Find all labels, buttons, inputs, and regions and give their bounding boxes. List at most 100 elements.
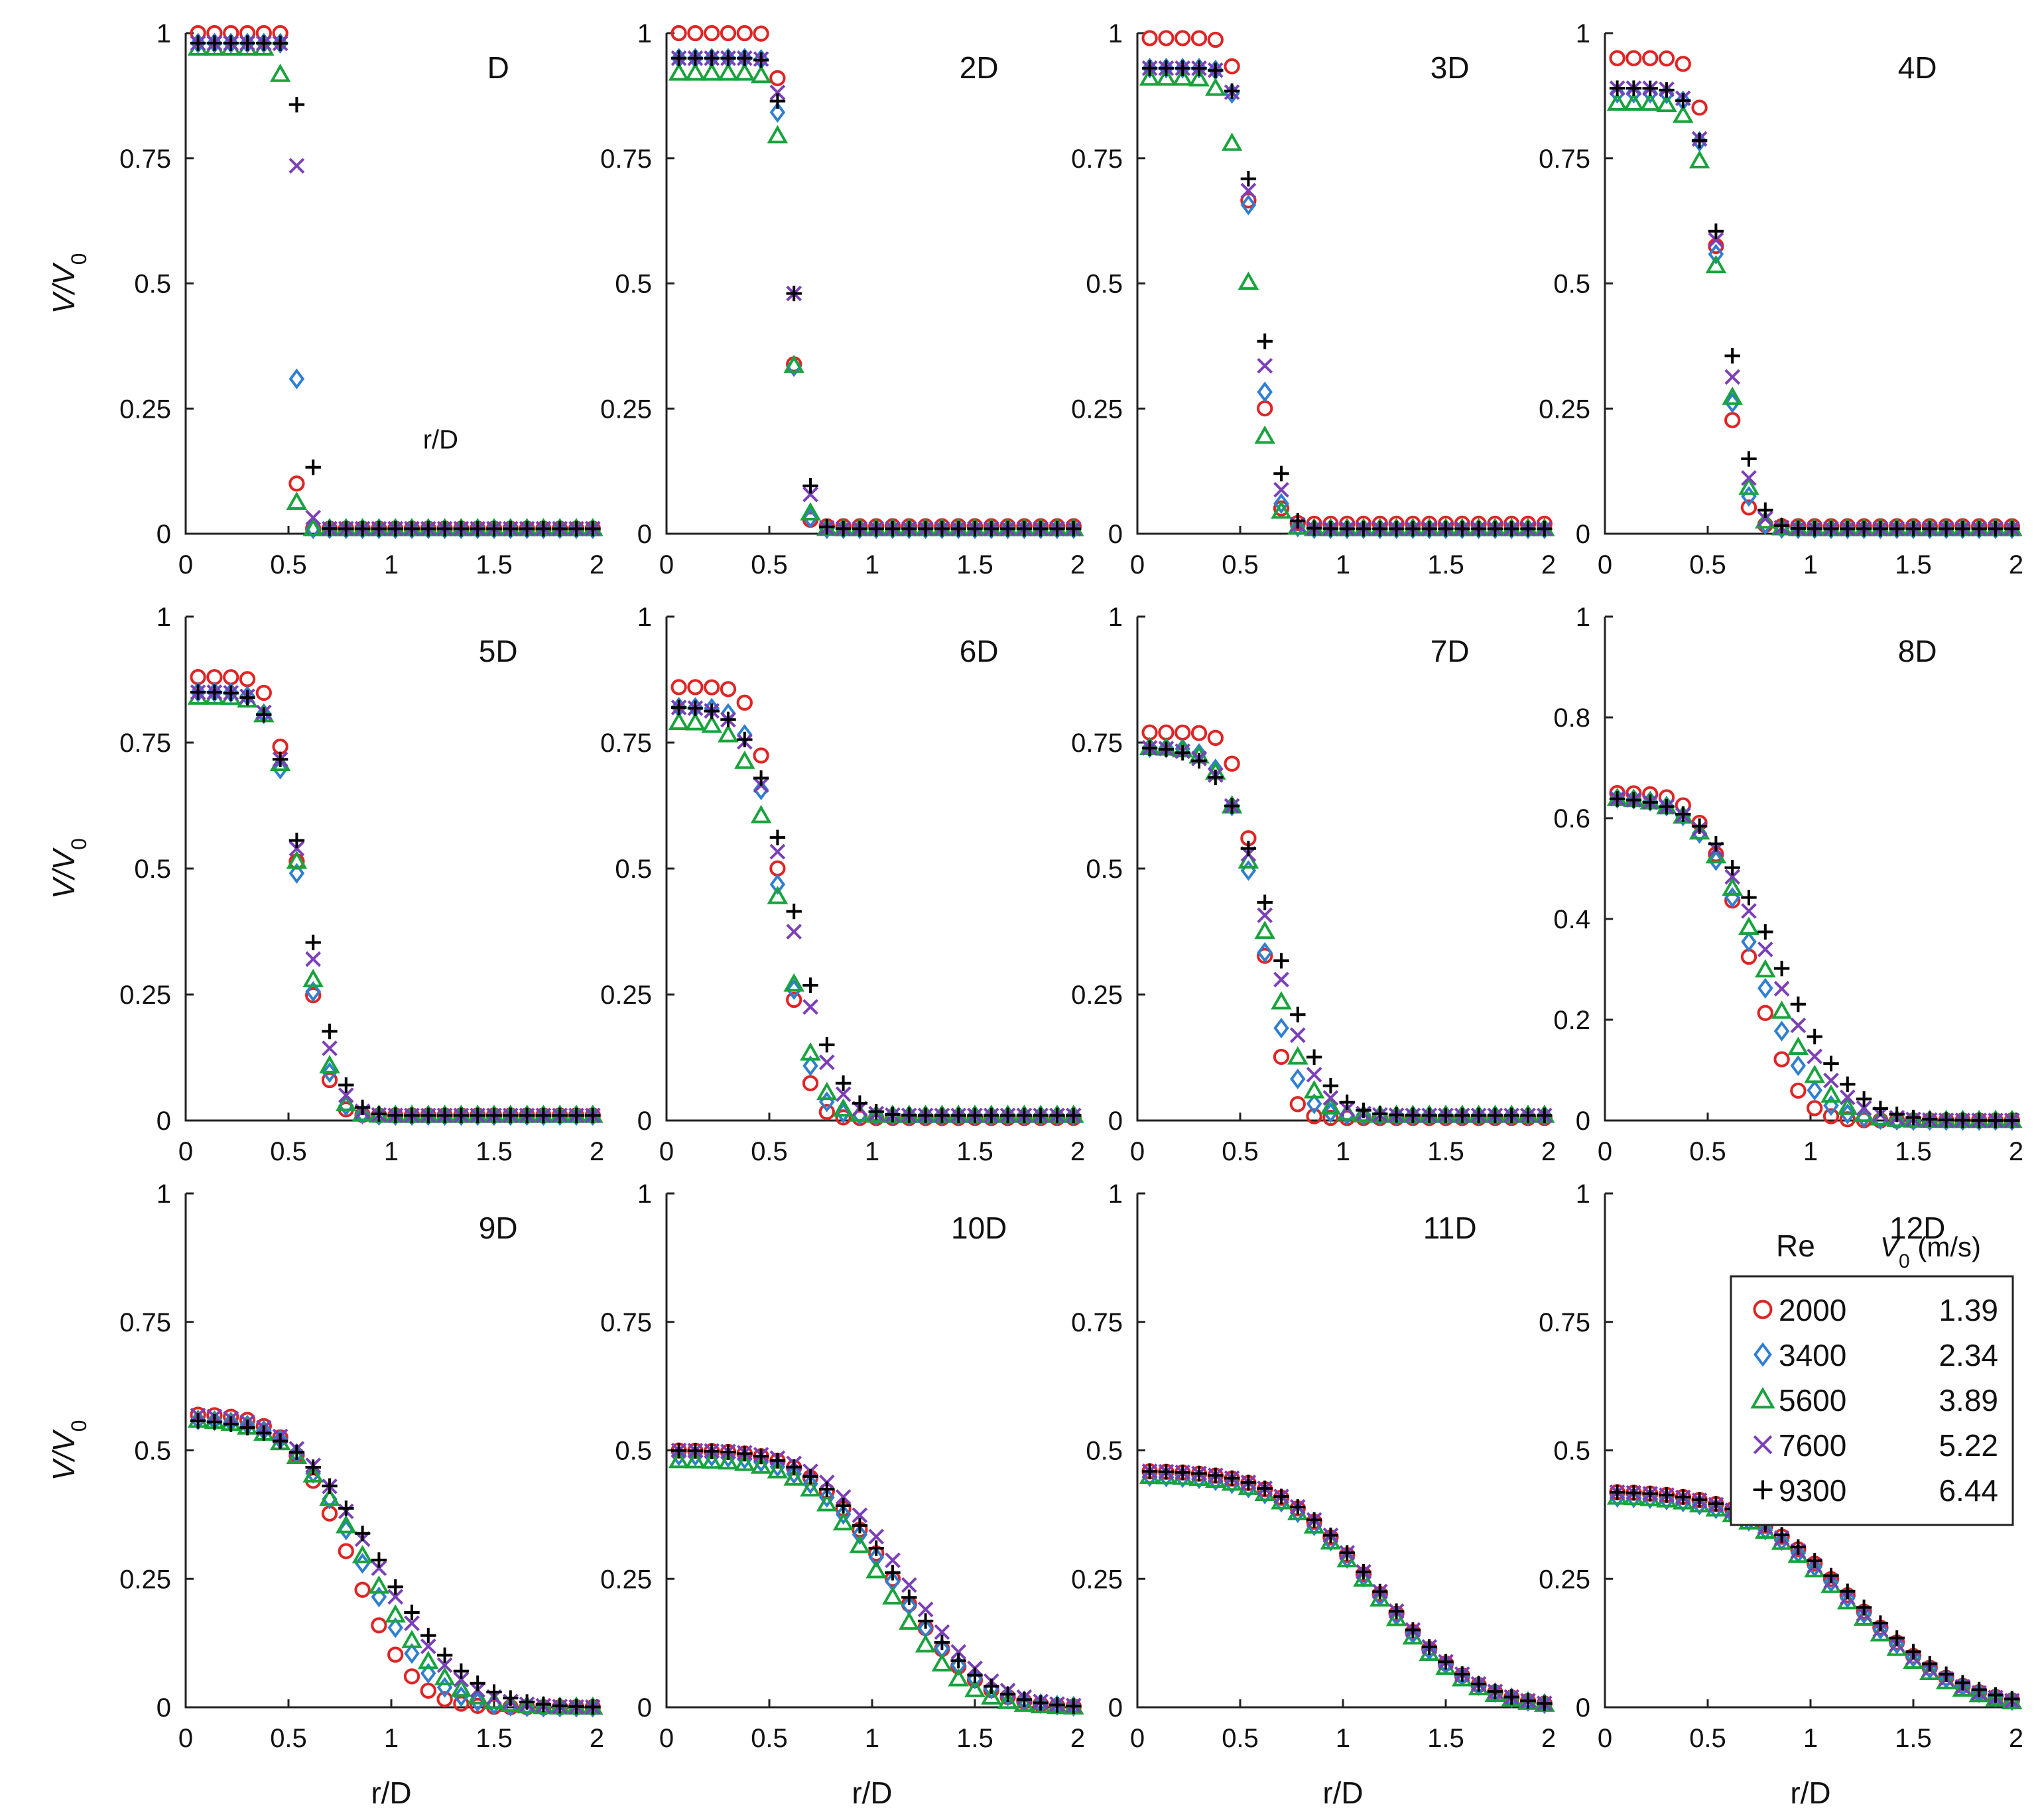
x-tick-label: 1: [1803, 550, 1818, 579]
data-point: [1254, 425, 1275, 444]
data-point: [1158, 60, 1175, 76]
x-tick-label: 0: [1130, 1137, 1145, 1166]
data-point: [1240, 860, 1257, 881]
x-tick-label: 1.5: [1895, 550, 1932, 579]
data-point: [1856, 1599, 1872, 1616]
data-point: [1658, 50, 1675, 67]
data-point: [351, 1545, 373, 1563]
y-tick-label: 1: [637, 603, 652, 632]
data-point: [704, 25, 720, 42]
data-point: [1625, 1485, 1642, 1501]
data-point: [704, 703, 720, 719]
data-point: [718, 62, 739, 81]
series-3400: [190, 1409, 601, 1718]
data-point: [670, 50, 687, 66]
panel-title: 9D: [479, 1211, 518, 1245]
x-tick-label: 1: [865, 1724, 879, 1753]
data-point: [832, 1512, 854, 1531]
data-point: [835, 1498, 852, 1514]
x-tick-label: 1: [384, 1724, 399, 1753]
data-point: [852, 1518, 868, 1534]
y-tick-label: 0.75: [1539, 1308, 1590, 1337]
data-point: [1889, 520, 1905, 537]
data-point: [206, 35, 223, 51]
data-point: [470, 1697, 486, 1714]
data-point: [1673, 104, 1694, 123]
data-point: [769, 1453, 786, 1469]
data-point: [535, 520, 552, 537]
data-point: [720, 681, 737, 698]
data-point: [1625, 50, 1642, 66]
data-point: [852, 1507, 868, 1524]
data-point: [1257, 400, 1273, 417]
series-5600: [187, 37, 604, 536]
data-point: [351, 1103, 373, 1122]
data-point: [1273, 465, 1289, 482]
data-point: [1757, 977, 1773, 999]
data-point: [852, 1095, 868, 1111]
data-point: [371, 1586, 387, 1608]
data-point: [865, 1104, 887, 1123]
data-point: [354, 520, 371, 537]
data-point: [470, 520, 485, 537]
data-point: [1773, 1527, 1790, 1543]
data-point: [288, 841, 305, 857]
data-point: [1659, 798, 1675, 815]
series-7600: [190, 35, 601, 537]
y-tick-label: 0.75: [119, 729, 171, 758]
data-point: [322, 1040, 338, 1056]
data-point: [354, 1526, 371, 1542]
data-point: [1405, 520, 1421, 537]
data-point: [1623, 92, 1645, 111]
y-tick-label: 0.5: [1086, 1437, 1123, 1466]
data-point: [1609, 50, 1625, 66]
data-point: [1369, 1588, 1391, 1607]
data-point: [453, 1685, 470, 1707]
data-point: [948, 1668, 969, 1687]
data-point: [816, 1081, 838, 1101]
data-point: [239, 1420, 255, 1435]
x-tick-label: 0: [659, 1137, 674, 1166]
data-point: [1336, 1549, 1358, 1567]
data-point: [718, 1451, 739, 1470]
data-point: [1675, 806, 1691, 822]
data-point: [1306, 1108, 1322, 1124]
series-5600: [187, 1409, 604, 1715]
data-point: [1290, 1006, 1306, 1022]
data-point: [470, 1691, 485, 1713]
legend-v0-value: 3.89: [1939, 1383, 1998, 1418]
data-point: [1724, 347, 1740, 364]
data-point: [734, 62, 755, 81]
data-point: [288, 832, 305, 849]
series-9300: [190, 684, 601, 1124]
data-point: [1773, 1051, 1790, 1067]
data-point: [736, 694, 753, 711]
data-point: [420, 520, 436, 537]
legend-entry: 9300 6.44: [1753, 1473, 1998, 1508]
data-point: [1190, 30, 1208, 46]
x-tick-label: 1: [1336, 1724, 1350, 1753]
data-point: [1807, 1048, 1823, 1065]
panel-title: D: [487, 50, 509, 85]
legend-re-value: 5600: [1779, 1383, 1846, 1418]
data-point: [950, 1107, 966, 1124]
data-point: [1642, 80, 1658, 97]
x-tick-label: 2: [590, 550, 604, 579]
axis-frame: [184, 33, 597, 535]
legend-header-v0: V0 (m/s): [1880, 1231, 1981, 1272]
x-tick-label: 0: [1598, 1724, 1612, 1753]
data-point: [1238, 850, 1259, 869]
data-point: [1905, 1644, 1921, 1660]
data-point: [1988, 1113, 2004, 1128]
data-point: [1837, 1097, 1858, 1115]
series-5600: [1606, 92, 2023, 536]
data-point: [1158, 741, 1175, 757]
data-point: [668, 711, 690, 730]
data-point: [1208, 1467, 1224, 1483]
data-point: [1722, 877, 1743, 896]
data-point: [1856, 520, 1872, 537]
data-point: [387, 520, 403, 537]
data-point: [1240, 841, 1257, 857]
data-point: [338, 1087, 354, 1103]
data-point: [322, 520, 338, 536]
